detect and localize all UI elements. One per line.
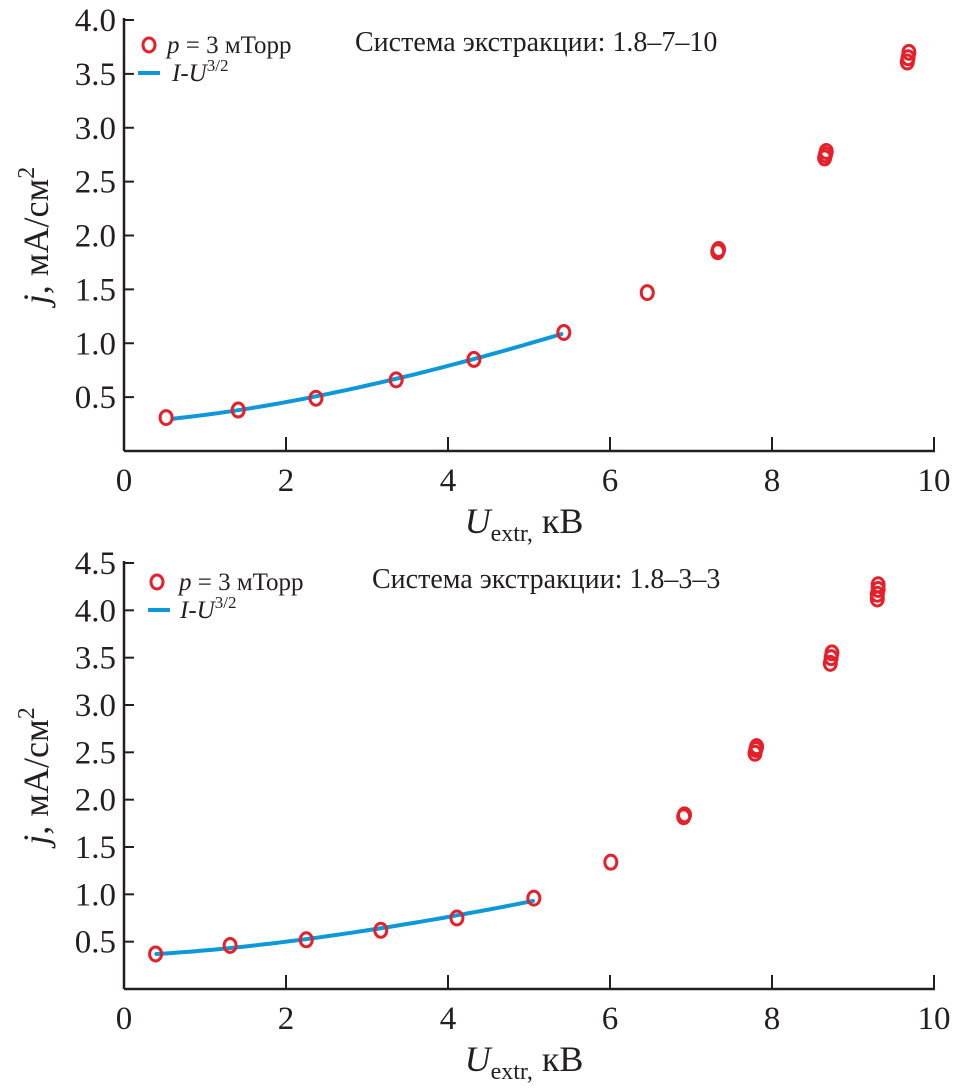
x-axis-label-var: U [465, 501, 493, 541]
x-tick-label: 2 [278, 1001, 295, 1037]
x-axis-label: Uextr, кВ [465, 501, 584, 547]
y-axis-label-sup: 2 [14, 707, 40, 719]
y-tick-label: 3.5 [75, 641, 116, 677]
y-tick-label: 1.0 [75, 877, 116, 913]
legend-fit-var: I-U [179, 597, 217, 624]
y-tick-label: 3.0 [75, 688, 116, 724]
data-point [603, 853, 619, 871]
y-tick-label: 2.0 [75, 219, 116, 255]
data-point [818, 142, 834, 160]
data-point [158, 409, 174, 427]
data-point [870, 576, 886, 594]
data-point [526, 889, 542, 907]
legend-fit-sup: 3/2 [207, 56, 229, 75]
y-tick-label: 2.5 [75, 165, 116, 201]
data-point [711, 241, 727, 259]
y-tick-label: 2.0 [75, 783, 116, 819]
y-axis-label: j, мА/см2 [14, 167, 56, 309]
data-point [308, 389, 324, 407]
data-point [373, 921, 389, 939]
x-tick-label: 10 [918, 1001, 951, 1037]
x-tick-label: 4 [440, 463, 457, 499]
data-point [556, 323, 572, 341]
x-tick-label: 2 [278, 463, 295, 499]
data-point [749, 738, 765, 756]
x-tick-label: 10 [918, 463, 951, 499]
legend-label-data: p = 3 мТорр [165, 32, 292, 59]
data-point [639, 284, 655, 302]
y-axis-label-unit: , мА/см [16, 179, 56, 295]
data-point [449, 909, 465, 927]
y-tick-label: 1.0 [75, 326, 116, 362]
x-axis-label-sub: extr, [491, 1059, 533, 1085]
data-point [901, 43, 917, 61]
chart-annotation: Система экстракции: 1.8–3–3 [372, 564, 720, 595]
fit-curve [154, 899, 535, 956]
x-axis-label-var: U [465, 1039, 493, 1079]
chart-panel-2: 0 2 4 6 8 10 0.5 1.0 1.5 2.0 2.5 3.0 3.5 4.0 4.5 Uextr,… [14, 546, 951, 1085]
y-tick-label: 4.0 [75, 593, 116, 629]
data-point [388, 371, 404, 389]
y-axis-label-var: j [16, 294, 56, 308]
y-tick-label: 3.0 [75, 111, 116, 147]
legend-marker-circle [141, 36, 157, 54]
legend-marker-circle [149, 573, 165, 591]
y-axis-label: j, мА/см2 [14, 707, 56, 849]
x-tick-label: 8 [764, 463, 781, 499]
data-point [466, 350, 482, 368]
data-point [677, 806, 693, 824]
data-point [148, 945, 164, 963]
legend-label-text: = 3 мТорр [180, 32, 292, 59]
y-tick-label: 0.5 [75, 380, 116, 416]
x-axis-label-unit: кВ [533, 501, 584, 541]
chart-panel-1: 0 2 4 6 8 10 0.5 1.0 1.5 2.0 2.5 3.0 3.5 4.0 Uextr, кВ… [14, 3, 951, 547]
x-tick-label: 6 [602, 463, 619, 499]
x-tick-label: 4 [440, 1001, 457, 1037]
y-axis-label-unit: , мА/см [16, 719, 56, 835]
legend-label-data: p = 3 мТорр [177, 569, 304, 596]
x-tick-label: 6 [602, 1001, 619, 1037]
x-axis-label-sub: extr, [491, 521, 533, 547]
y-tick-label: 4.5 [75, 546, 116, 582]
legend-label-fit: I-U3/2 [179, 593, 236, 624]
y-axis-label-sup: 2 [14, 167, 40, 179]
legend-label-fit: I-U3/2 [171, 56, 228, 87]
y-tick-label: 0.5 [75, 925, 116, 961]
legend-label-text: = 3 мТорр [192, 569, 304, 596]
x-axis-label: Uextr, кВ [465, 1039, 584, 1085]
legend-label-var: p [165, 32, 180, 59]
x-tick-label: 0 [116, 463, 133, 499]
legend-fit-var: I-U [171, 60, 209, 87]
chart-annotation: Система экстракции: 1.8–7–10 [355, 27, 717, 58]
y-axis-label-var: j [16, 835, 56, 849]
y-tick-label: 4.0 [75, 3, 116, 39]
data-point [824, 644, 840, 662]
x-tick-label: 8 [764, 1001, 781, 1037]
x-tick-label: 0 [116, 1001, 133, 1037]
y-tick-label: 3.5 [75, 57, 116, 93]
y-tick-label: 1.5 [75, 830, 116, 866]
data-point [298, 931, 314, 949]
y-tick-label: 1.5 [75, 272, 116, 308]
fit-curve [170, 332, 564, 421]
legend-label-var: p [177, 569, 192, 596]
data-point [230, 401, 246, 419]
data-point [222, 936, 238, 954]
legend-fit-sup: 3/2 [215, 593, 237, 612]
x-axis-label-unit: кВ [533, 1039, 584, 1079]
y-tick-label: 2.5 [75, 735, 116, 771]
